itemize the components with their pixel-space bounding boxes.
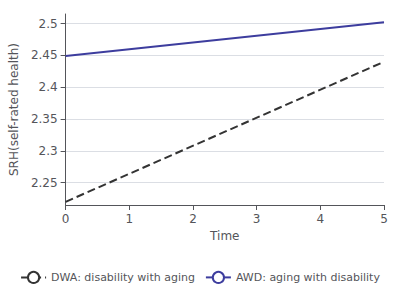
svg-text:2: 2 bbox=[189, 212, 197, 226]
svg-text:SRH(self-rated health): SRH(self-rated health) bbox=[7, 43, 21, 176]
svg-text:2.3: 2.3 bbox=[39, 144, 58, 158]
svg-text:2.4: 2.4 bbox=[39, 80, 58, 94]
svg-text:3: 3 bbox=[253, 212, 261, 226]
svg-text:Time: Time bbox=[209, 229, 239, 243]
svg-text:4: 4 bbox=[317, 212, 325, 226]
svg-text:1: 1 bbox=[125, 212, 133, 226]
svg-text:2.5: 2.5 bbox=[39, 17, 58, 31]
svg-text:0: 0 bbox=[62, 212, 70, 226]
svg-text:2.25: 2.25 bbox=[31, 176, 58, 190]
svg-text:DWA: disability with aging: DWA: disability with aging bbox=[51, 271, 195, 284]
svg-text:2.45: 2.45 bbox=[31, 48, 58, 62]
svg-text:2.35: 2.35 bbox=[31, 112, 58, 126]
svg-text:5: 5 bbox=[380, 212, 388, 226]
svg-text:AWD: aging with disability: AWD: aging with disability bbox=[236, 271, 381, 284]
